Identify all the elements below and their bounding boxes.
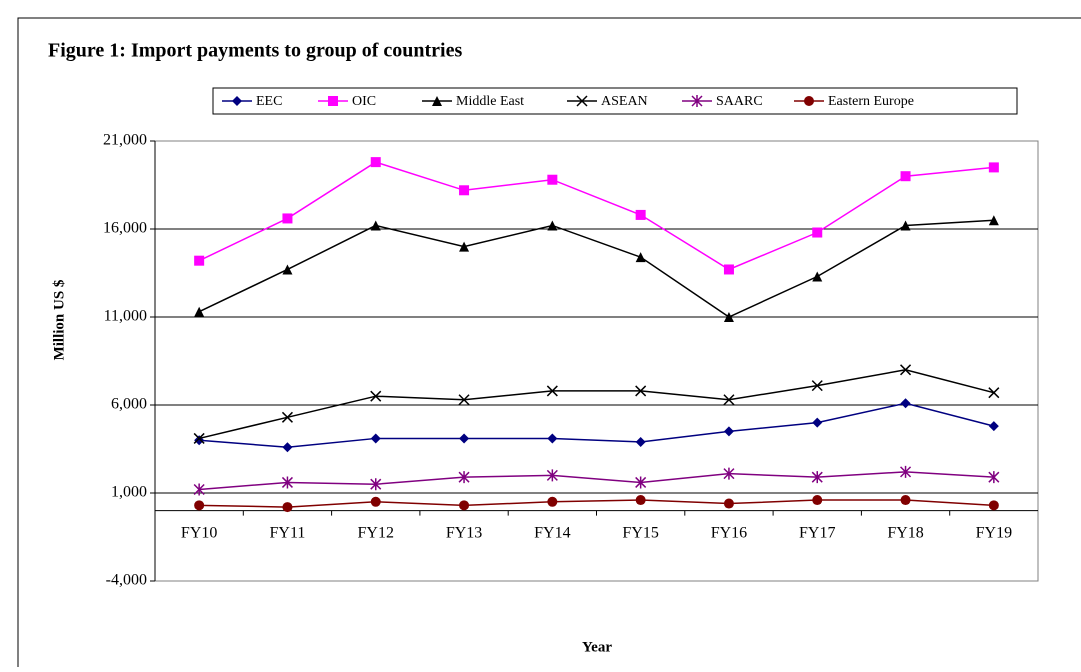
chart-title: Figure 1: Import payments to group of co… xyxy=(48,40,462,62)
marker xyxy=(723,426,734,437)
x-axis-label: Year xyxy=(582,639,612,655)
marker xyxy=(459,500,470,511)
marker xyxy=(900,364,912,376)
marker xyxy=(635,476,647,489)
legend-label: SAARC xyxy=(716,94,763,109)
y-tick-label: -4,000 xyxy=(106,572,147,589)
x-tick-label: FY18 xyxy=(887,524,923,541)
marker xyxy=(635,252,646,263)
marker xyxy=(328,96,338,106)
y-tick-label: 6,000 xyxy=(111,396,147,413)
marker xyxy=(281,411,293,423)
marker xyxy=(812,227,823,238)
plot-area xyxy=(154,140,1039,582)
marker xyxy=(547,496,558,507)
marker xyxy=(547,174,558,185)
marker xyxy=(723,312,734,322)
marker xyxy=(635,436,646,447)
marker xyxy=(635,495,646,506)
x-tick-label: FY15 xyxy=(622,524,658,541)
x-tick-label: FY10 xyxy=(181,524,217,541)
marker xyxy=(811,471,823,484)
marker xyxy=(370,157,381,168)
x-tick-label: FY13 xyxy=(446,524,482,541)
legend-label: OIC xyxy=(352,94,376,109)
marker xyxy=(900,398,911,409)
y-tick-label: 1,000 xyxy=(111,484,147,501)
marker xyxy=(988,387,1000,399)
marker xyxy=(547,220,558,231)
marker xyxy=(546,385,558,397)
marker xyxy=(432,96,442,106)
y-tick-label: 21,000 xyxy=(103,132,147,149)
marker xyxy=(282,213,293,224)
marker xyxy=(900,220,911,231)
marker xyxy=(723,264,734,275)
marker xyxy=(988,471,1000,484)
marker xyxy=(370,390,382,402)
series-line xyxy=(198,219,994,318)
marker xyxy=(547,433,558,444)
marker xyxy=(691,95,703,107)
marker xyxy=(723,467,735,480)
legend-label: EEC xyxy=(256,94,282,109)
marker xyxy=(812,495,823,506)
legend-label: Eastern Europe xyxy=(828,94,914,109)
marker xyxy=(723,498,734,509)
legend-label: Middle East xyxy=(456,94,524,109)
marker xyxy=(723,394,735,406)
marker xyxy=(194,500,205,511)
marker xyxy=(812,417,823,428)
marker xyxy=(988,500,999,511)
marker xyxy=(282,442,293,453)
marker xyxy=(546,469,558,482)
series-line xyxy=(199,499,994,508)
x-tick-label: FY19 xyxy=(976,524,1012,541)
marker xyxy=(988,421,999,432)
marker xyxy=(804,96,814,106)
marker xyxy=(281,476,293,489)
y-tick-label: 16,000 xyxy=(103,220,147,237)
series-line xyxy=(198,369,995,440)
marker xyxy=(635,385,647,397)
marker xyxy=(194,255,205,266)
x-tick-label: FY17 xyxy=(799,524,835,541)
x-tick-label: FY16 xyxy=(711,524,747,541)
y-tick-label: 11,000 xyxy=(104,308,147,325)
marker xyxy=(459,433,470,444)
x-tick-label: FY12 xyxy=(358,524,394,541)
marker xyxy=(194,306,205,317)
series-line xyxy=(198,161,994,271)
marker xyxy=(282,264,293,275)
marker xyxy=(900,495,911,506)
marker xyxy=(459,241,470,252)
marker xyxy=(900,465,912,478)
marker xyxy=(282,502,293,513)
x-tick-label: FY11 xyxy=(270,524,306,541)
marker xyxy=(988,215,999,226)
legend-label: ASEAN xyxy=(601,94,648,109)
marker xyxy=(812,271,823,282)
marker xyxy=(370,478,382,491)
marker xyxy=(370,220,381,231)
marker xyxy=(811,380,823,392)
x-tick-label: FY14 xyxy=(534,524,570,541)
marker xyxy=(900,171,911,182)
marker xyxy=(232,96,242,106)
marker xyxy=(576,95,588,107)
marker xyxy=(635,209,646,220)
series-line xyxy=(199,402,995,448)
series-line xyxy=(199,471,994,491)
y-axis-label: Million US $ xyxy=(51,279,67,360)
marker xyxy=(370,433,381,444)
marker xyxy=(370,496,381,507)
marker xyxy=(193,432,205,444)
marker xyxy=(193,483,205,496)
marker xyxy=(459,185,470,196)
marker xyxy=(458,394,470,406)
marker xyxy=(458,471,470,484)
marker xyxy=(988,162,999,173)
